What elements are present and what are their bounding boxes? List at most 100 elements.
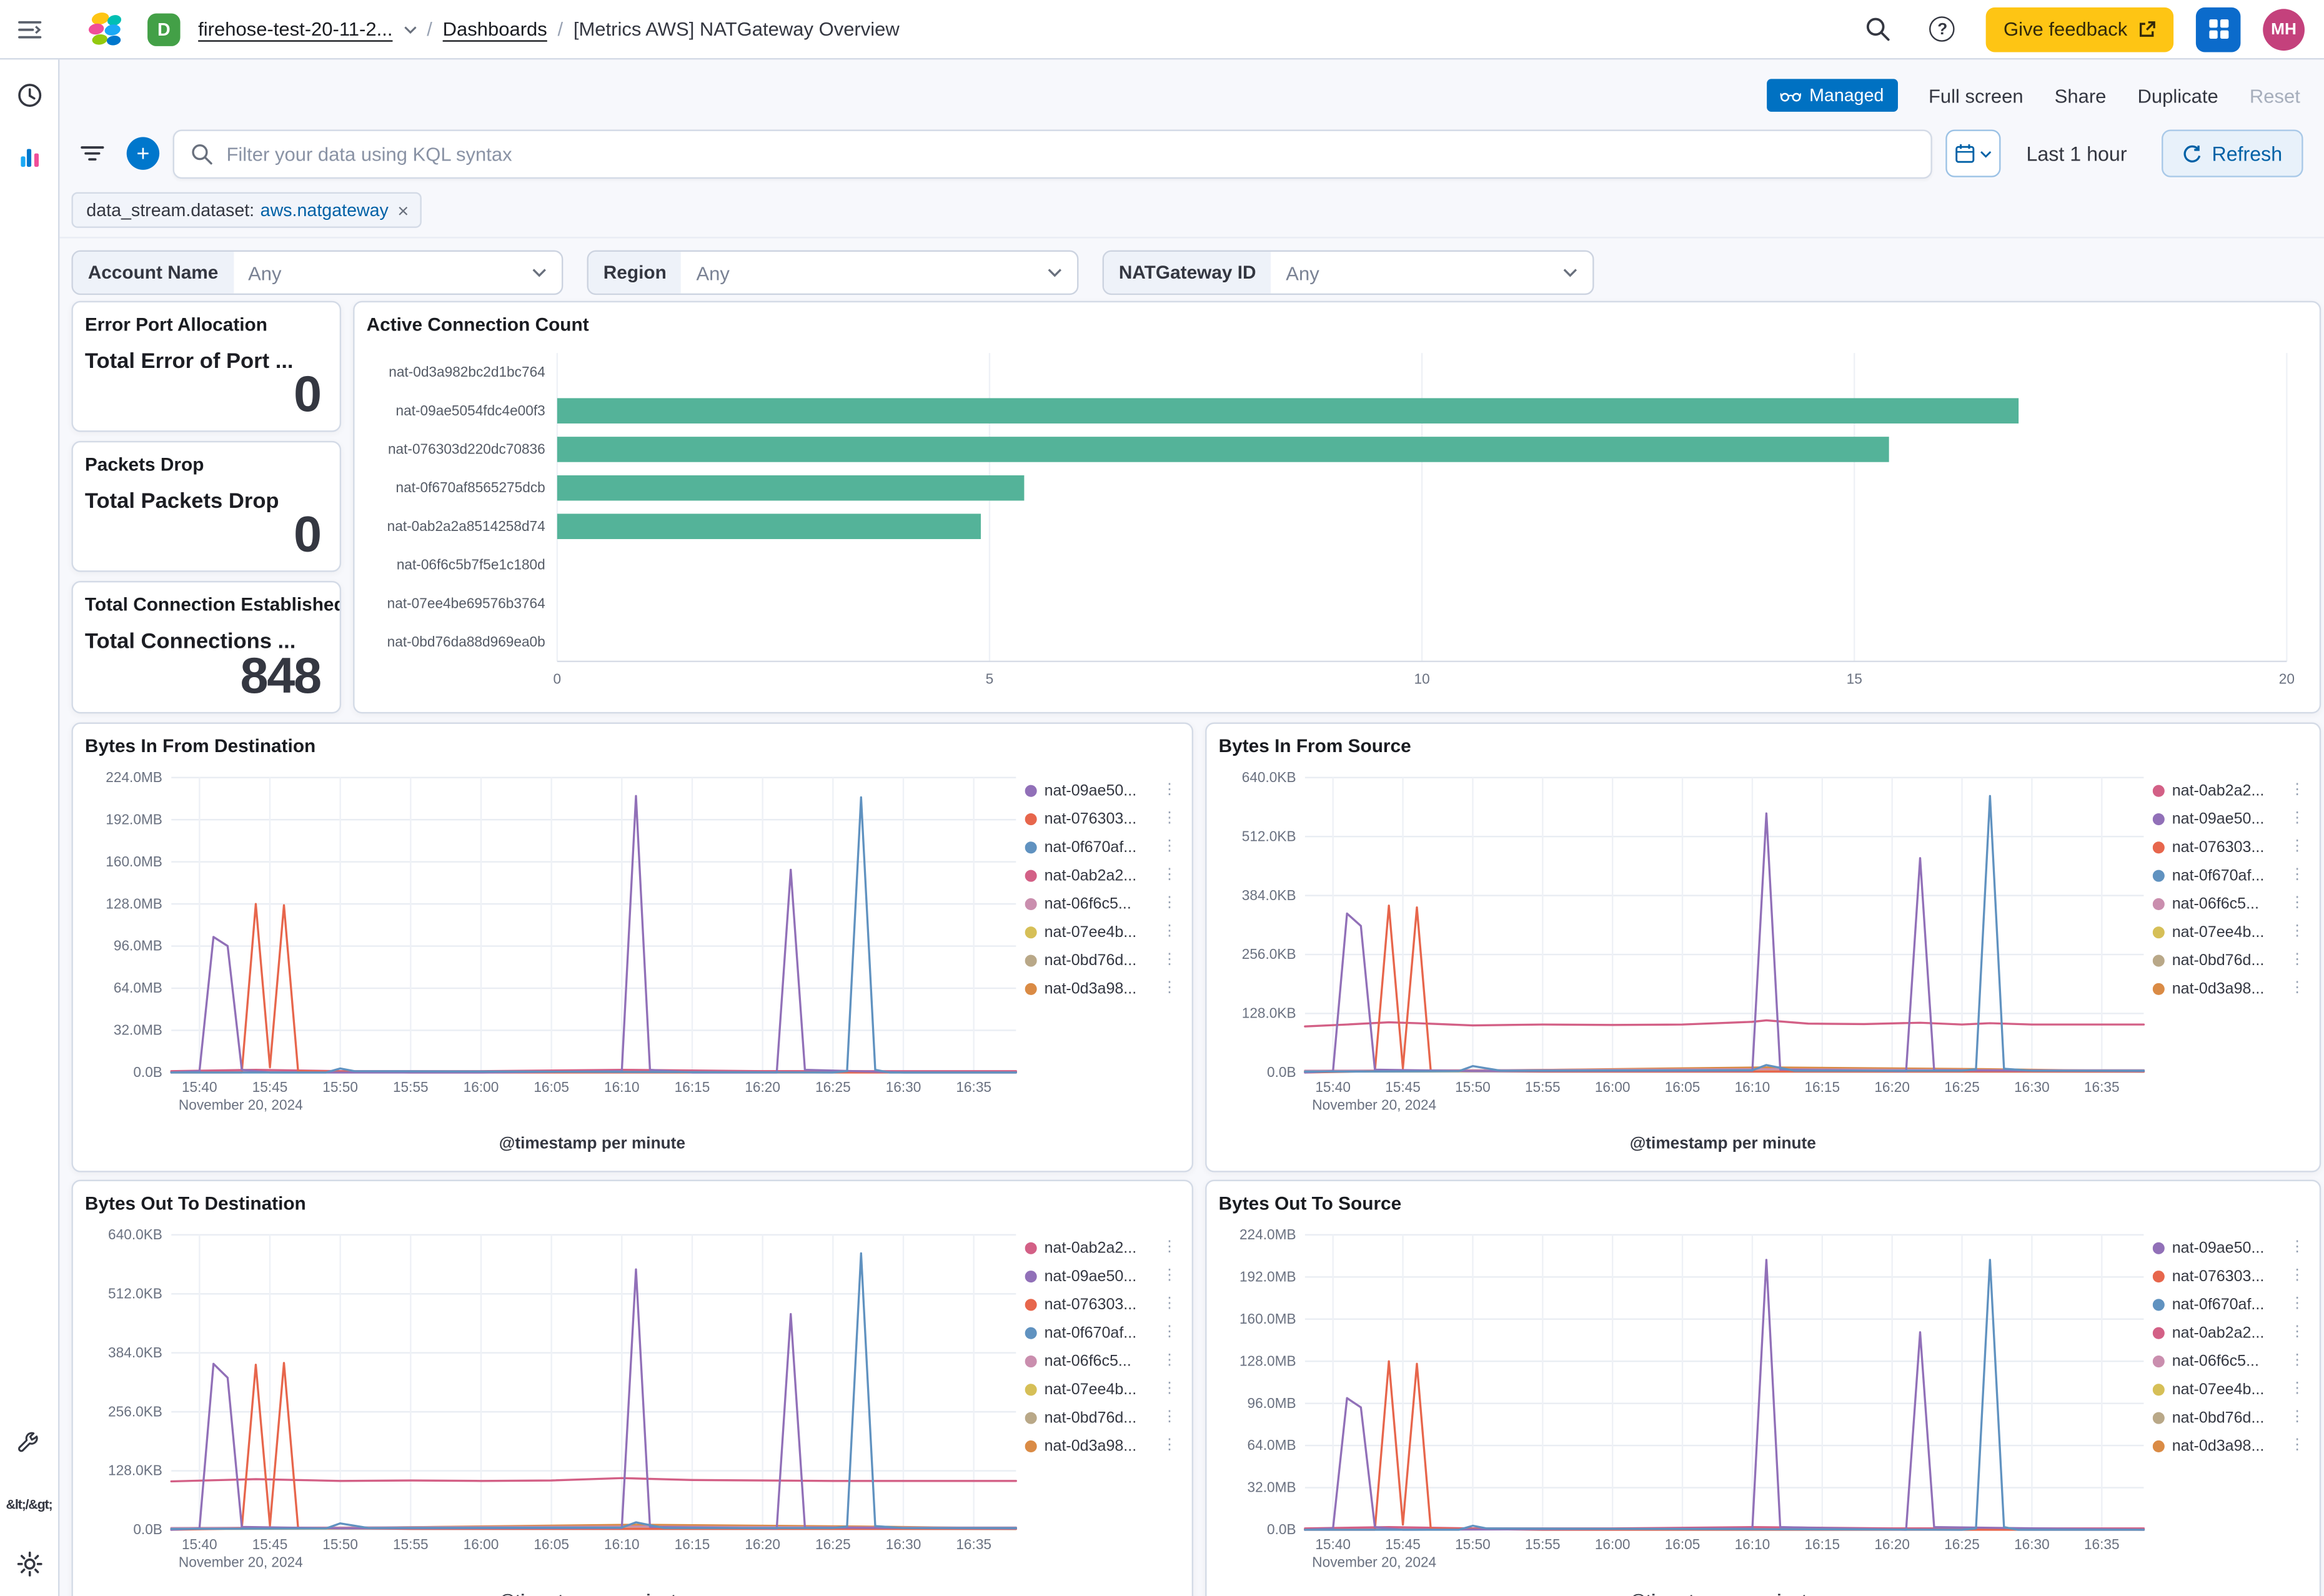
legend-actions-icon[interactable]: ⋮ — [2290, 1380, 2305, 1397]
full-screen-button[interactable]: Full screen — [1928, 84, 2024, 107]
legend-item[interactable]: nat-0ab2a2... ⋮ — [1025, 1238, 1180, 1258]
legend-actions-icon[interactable]: ⋮ — [2290, 810, 2305, 826]
managed-badge[interactable]: Managed — [1765, 79, 1897, 112]
kql-input[interactable] — [226, 142, 1915, 165]
legend-actions-icon[interactable]: ⋮ — [1161, 1296, 1177, 1312]
refresh-button[interactable]: Refresh — [2161, 129, 2303, 177]
fleet-button[interactable] — [5, 1420, 52, 1468]
menu-toggle-button[interactable] — [0, 0, 59, 58]
filter-fields-button[interactable] — [71, 132, 113, 174]
legend-actions-icon[interactable]: ⋮ — [2290, 781, 2305, 798]
elastic-logo[interactable] — [86, 11, 124, 48]
legend-actions-icon[interactable]: ⋮ — [1161, 838, 1177, 855]
legend-actions-icon[interactable]: ⋮ — [2290, 1296, 2305, 1312]
date-picker-button[interactable] — [1945, 129, 2001, 177]
legend-actions-icon[interactable]: ⋮ — [1161, 951, 1177, 968]
legend-item[interactable]: nat-0ab2a2... ⋮ — [1025, 865, 1180, 885]
devtools-button[interactable]: &lt;/&gt; — [5, 1480, 53, 1527]
legend-actions-icon[interactable]: ⋮ — [2290, 1267, 2305, 1284]
legend-item[interactable]: nat-07ee4b... ⋮ — [1025, 1379, 1180, 1399]
legend-item[interactable]: nat-06f6c5... ⋮ — [2152, 1351, 2308, 1371]
legend-actions-icon[interactable]: ⋮ — [1161, 1437, 1177, 1454]
legend-item[interactable]: nat-0d3a98... ⋮ — [1025, 979, 1180, 999]
add-filter-button[interactable]: + — [126, 137, 160, 170]
global-search-button[interactable] — [1857, 8, 1899, 50]
legend-item[interactable]: nat-0f670af... ⋮ — [2152, 865, 2308, 885]
legend-item[interactable]: nat-0d3a98... ⋮ — [2152, 1436, 2308, 1456]
legend-item[interactable]: nat-076303... ⋮ — [2152, 1266, 2308, 1286]
legend-actions-icon[interactable]: ⋮ — [1161, 810, 1177, 826]
legend-actions-icon[interactable]: ⋮ — [1161, 1409, 1177, 1425]
duplicate-button[interactable]: Duplicate — [2137, 84, 2218, 107]
give-feedback-button[interactable]: Give feedback — [1985, 6, 2174, 52]
remove-filter-icon[interactable]: × — [397, 199, 409, 222]
legend-item[interactable]: nat-076303... ⋮ — [2152, 837, 2308, 857]
legend-item[interactable]: nat-0bd76d... ⋮ — [2152, 1407, 2308, 1427]
legend-item[interactable]: nat-09ae50... ⋮ — [2152, 1238, 2308, 1258]
legend-item[interactable]: nat-06f6c5... ⋮ — [2152, 894, 2308, 914]
legend-item[interactable]: nat-0d3a98... ⋮ — [2152, 979, 2308, 999]
legend-item[interactable]: nat-09ae50... ⋮ — [2152, 809, 2308, 829]
legend-actions-icon[interactable]: ⋮ — [2290, 895, 2305, 911]
legend-actions-icon[interactable]: ⋮ — [2290, 1324, 2305, 1341]
legend-item[interactable]: nat-0bd76d... ⋮ — [1025, 1407, 1180, 1427]
user-avatar[interactable]: MH — [2263, 8, 2305, 50]
legend-actions-icon[interactable]: ⋮ — [2290, 838, 2305, 855]
legend-actions-icon[interactable]: ⋮ — [1161, 1267, 1177, 1284]
legend-actions-icon[interactable]: ⋮ — [2290, 1437, 2305, 1454]
line-chart[interactable]: 0.0B 128.0KB 256.0KB 384.0KB 512.0KB 640.0KB 1… — [1219, 763, 2153, 1129]
control-region[interactable]: Region Any — [587, 250, 1079, 295]
line-chart[interactable]: 0.0B 32.0MB 64.0MB 96.0MB 128.0MB 160.0MB 192.… — [1219, 1220, 2153, 1587]
legend-item[interactable]: nat-0bd76d... ⋮ — [2152, 950, 2308, 970]
time-range-label[interactable]: Last 1 hour — [2026, 142, 2127, 165]
legend-actions-icon[interactable]: ⋮ — [1161, 895, 1177, 911]
legend-item[interactable]: nat-07ee4b... ⋮ — [2152, 1379, 2308, 1399]
legend-item[interactable]: nat-06f6c5... ⋮ — [1025, 894, 1180, 914]
legend-actions-icon[interactable]: ⋮ — [1161, 1352, 1177, 1369]
line-chart[interactable]: 0.0B 128.0KB 256.0KB 384.0KB 512.0KB 640.0KB 1… — [85, 1220, 1025, 1587]
legend-actions-icon[interactable]: ⋮ — [1161, 1324, 1177, 1341]
legend-item[interactable]: nat-07ee4b... ⋮ — [1025, 922, 1180, 942]
legend-item[interactable]: nat-0d3a98... ⋮ — [1025, 1436, 1180, 1456]
breadcrumb-dashboards[interactable]: Dashboards — [442, 17, 547, 41]
legend-actions-icon[interactable]: ⋮ — [2290, 1239, 2305, 1256]
legend-actions-icon[interactable]: ⋮ — [2290, 951, 2305, 968]
legend-actions-icon[interactable]: ⋮ — [2290, 1352, 2305, 1369]
legend-actions-icon[interactable]: ⋮ — [2290, 923, 2305, 940]
legend-actions-icon[interactable]: ⋮ — [1161, 1380, 1177, 1397]
kql-search-box[interactable] — [172, 129, 1933, 178]
legend-actions-icon[interactable]: ⋮ — [2290, 866, 2305, 883]
legend-actions-icon[interactable]: ⋮ — [1161, 866, 1177, 883]
line-chart[interactable]: 0.0B 32.0MB 64.0MB 96.0MB 128.0MB 160.0MB 192.… — [85, 763, 1025, 1129]
legend-item[interactable]: nat-09ae50... ⋮ — [1025, 1266, 1180, 1286]
control-natgateway-id[interactable]: NATGateway ID Any — [1102, 250, 1594, 295]
legend-item[interactable]: nat-0f670af... ⋮ — [2152, 1294, 2308, 1314]
legend-item[interactable]: nat-076303... ⋮ — [1025, 809, 1180, 829]
analytics-nav-button[interactable] — [5, 134, 52, 182]
legend-actions-icon[interactable]: ⋮ — [1161, 1239, 1177, 1256]
legend-item[interactable]: nat-0ab2a2... ⋮ — [2152, 781, 2308, 801]
legend-item[interactable]: nat-0ab2a2... ⋮ — [2152, 1323, 2308, 1343]
filter-pill[interactable]: data_stream.dataset: aws.natgateway × — [71, 192, 422, 228]
management-button[interactable] — [5, 1539, 52, 1587]
space-badge[interactable]: D — [147, 12, 181, 46]
legend-item[interactable]: nat-07ee4b... ⋮ — [2152, 922, 2308, 942]
legend-item[interactable]: nat-09ae50... ⋮ — [1025, 781, 1180, 801]
legend-item[interactable]: nat-06f6c5... ⋮ — [1025, 1351, 1180, 1371]
legend-actions-icon[interactable]: ⋮ — [1161, 979, 1177, 996]
legend-actions-icon[interactable]: ⋮ — [1161, 781, 1177, 798]
reset-button[interactable]: Reset — [2249, 84, 2300, 107]
integrations-button[interactable] — [2195, 6, 2241, 52]
breadcrumb-deployment[interactable]: firehose-test-20-11-2... — [198, 17, 393, 41]
legend-actions-icon[interactable]: ⋮ — [1161, 923, 1177, 940]
share-button[interactable]: Share — [2054, 84, 2107, 107]
bar-chart[interactable]: 0 5 10 15 20 nat-0d3a982bc2d1bc764 nat-09ae505… — [367, 341, 2308, 700]
legend-actions-icon[interactable]: ⋮ — [2290, 979, 2305, 996]
legend-item[interactable]: nat-0bd76d... ⋮ — [1025, 950, 1180, 970]
recents-button[interactable] — [5, 71, 52, 119]
legend-item[interactable]: nat-0f670af... ⋮ — [1025, 1323, 1180, 1343]
legend-item[interactable]: nat-0f670af... ⋮ — [1025, 837, 1180, 857]
control-account-name[interactable]: Account Name Any — [71, 250, 564, 295]
help-button[interactable]: ? — [1922, 8, 1964, 50]
legend-actions-icon[interactable]: ⋮ — [2290, 1409, 2305, 1425]
